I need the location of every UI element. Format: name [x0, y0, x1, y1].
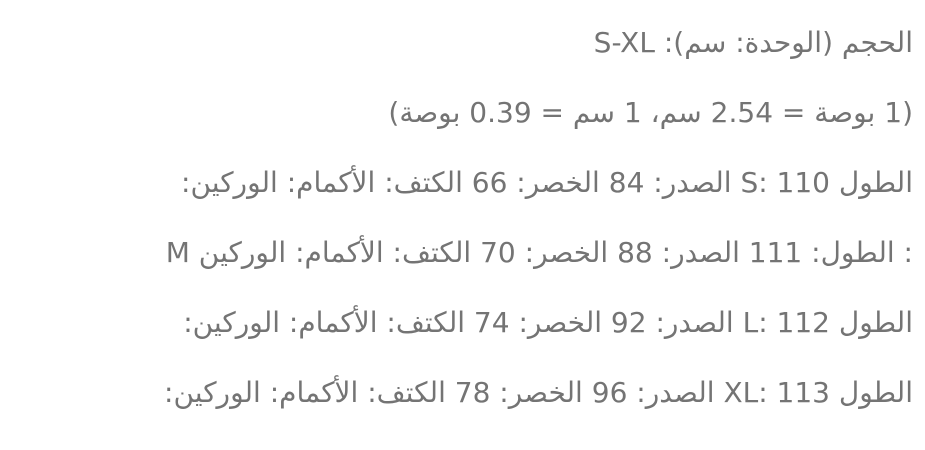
size-row-l: الطول L: 112 الصدر: 92 الخصر: 74 الكتف: … [183, 306, 913, 339]
unit-conversion-note: (1 بوصة = 2.54 سم، 1 سم = 0.39 بوصة) [388, 96, 913, 129]
size-row-m: : الطول: 111 الصدر: 88 الخصر: 70 الكتف: … [165, 236, 913, 269]
size-chart: الحجم (الوحدة: سم): S-XL (1 بوصة = 2.54 … [164, 26, 913, 409]
size-row-s: الطول S: 110 الصدر: 84 الخصر: 66 الكتف: … [181, 166, 913, 199]
size-row-xl: الطول XL: 113 الصدر: 96 الخصر: 78 الكتف:… [164, 376, 913, 409]
size-chart-title: الحجم (الوحدة: سم): S-XL [593, 26, 913, 59]
